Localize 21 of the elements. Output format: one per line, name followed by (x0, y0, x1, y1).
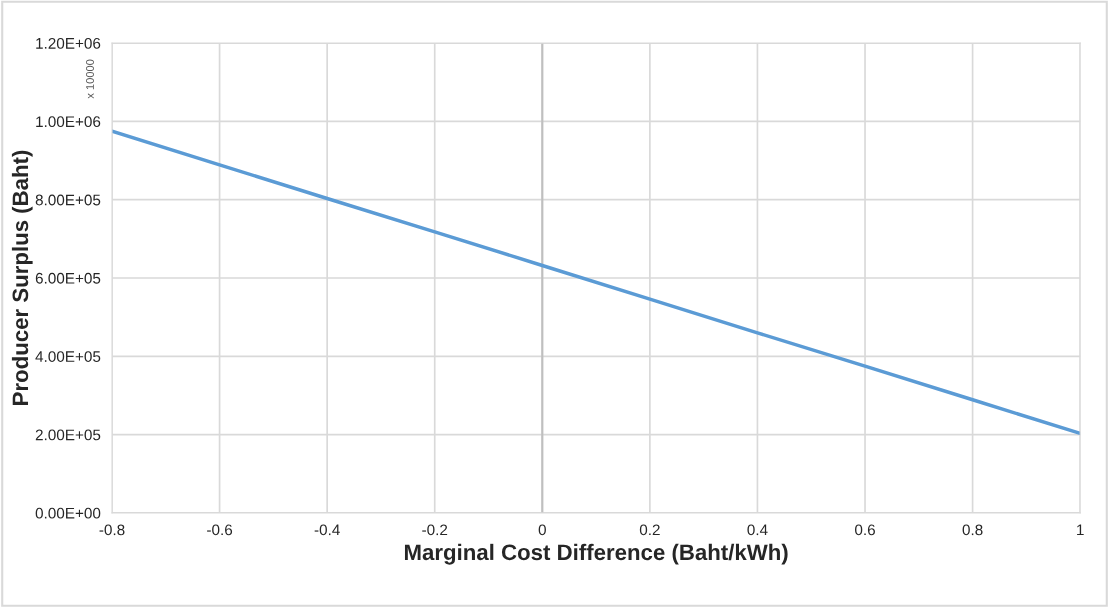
y-tick-label: 0.00E+00 (35, 507, 101, 519)
x-tick-label: -0.6 (207, 524, 233, 536)
y-tick-label: 1.00E+06 (36, 116, 101, 128)
x-tick-label: -0.2 (422, 524, 448, 536)
y-tick-label: 6.00E+05 (35, 272, 101, 284)
x-tick-label: 0.4 (747, 524, 768, 536)
x-tick-label: 0.6 (855, 524, 875, 536)
y-tick-label: 4.00E+05 (35, 351, 101, 362)
x-tick-label: 0 (538, 524, 546, 536)
text: x 10000 (86, 59, 94, 99)
y-tick-label: 2.00E+05 (35, 429, 101, 441)
y-axis-title: Producer Surplus (Baht) (11, 150, 33, 405)
x-tick-label: -0.8 (99, 524, 125, 536)
x-tick-label: 0.8 (962, 524, 983, 536)
x-tick-label: 0.2 (639, 524, 660, 536)
x-tick-label: -0.4 (314, 524, 340, 536)
x-axis-title: Marginal Cost Difference (Baht/kWh) (404, 543, 788, 565)
y-tick-label: 1.20E+06 (36, 37, 101, 49)
x-tick-label: 1 (1077, 524, 1084, 536)
line-series (112, 129, 1081, 436)
y-tick-label: 8.00E+05 (35, 194, 101, 206)
